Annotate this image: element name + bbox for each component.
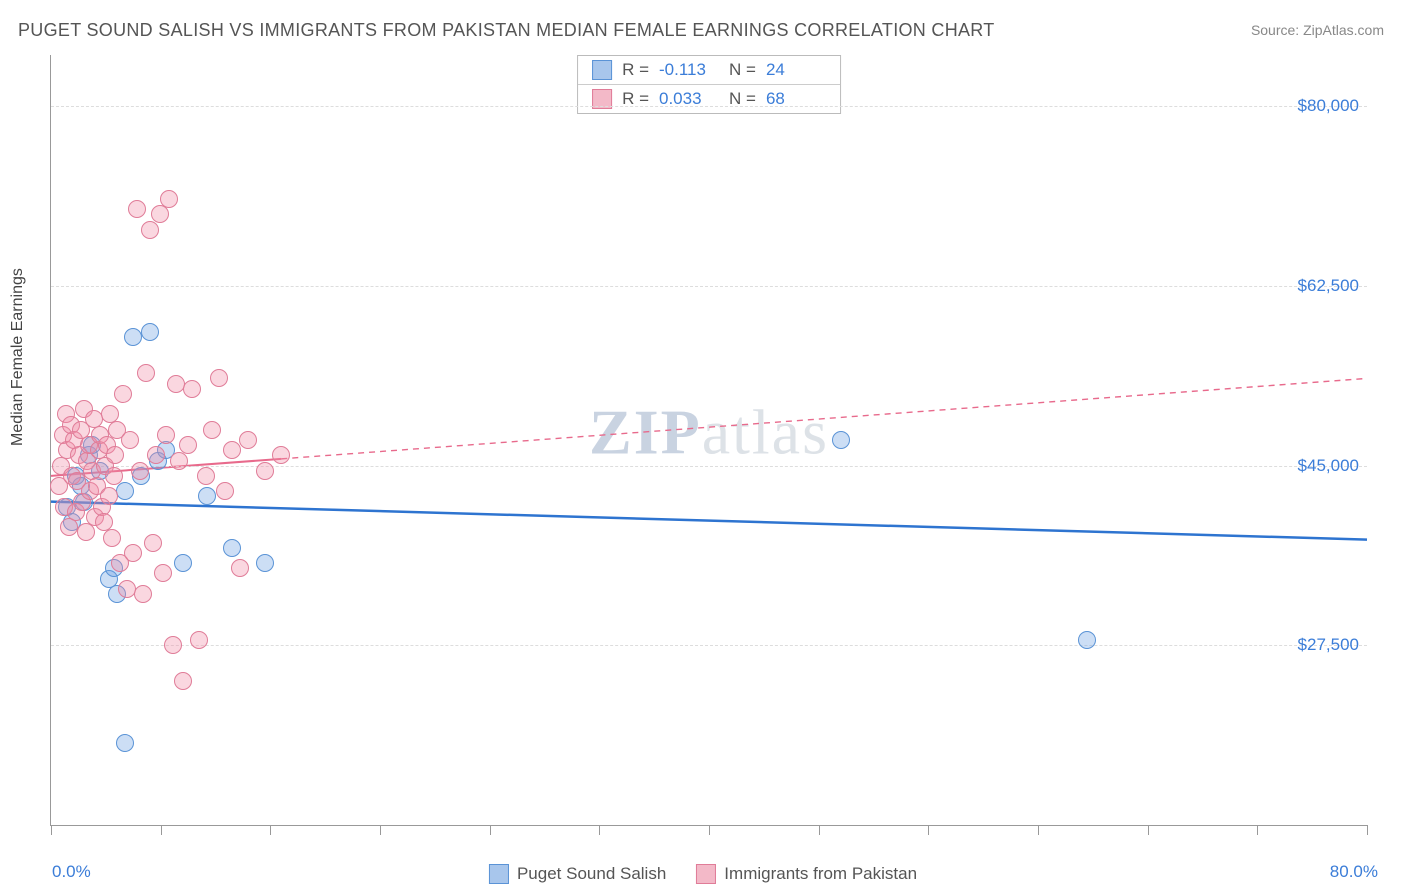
n-label: N = bbox=[729, 60, 756, 80]
scatter-point bbox=[116, 734, 134, 752]
x-tick bbox=[819, 825, 820, 835]
scatter-point bbox=[131, 462, 149, 480]
scatter-point bbox=[239, 431, 257, 449]
x-tick bbox=[1038, 825, 1039, 835]
x-tick bbox=[380, 825, 381, 835]
scatter-point bbox=[256, 462, 274, 480]
x-tick bbox=[1257, 825, 1258, 835]
r-value: -0.113 bbox=[659, 60, 709, 80]
x-tick bbox=[709, 825, 710, 835]
scatter-point bbox=[210, 369, 228, 387]
legend-item: Puget Sound Salish bbox=[489, 864, 666, 884]
scatter-point bbox=[231, 559, 249, 577]
scatter-point bbox=[106, 446, 124, 464]
scatter-point bbox=[179, 436, 197, 454]
series-legend: Puget Sound Salish Immigrants from Pakist… bbox=[489, 864, 917, 884]
scatter-point bbox=[174, 672, 192, 690]
legend-swatch bbox=[592, 60, 612, 80]
y-tick-label: $80,000 bbox=[1298, 96, 1369, 116]
legend-swatch bbox=[696, 864, 716, 884]
scatter-point bbox=[77, 523, 95, 541]
scatter-point bbox=[134, 585, 152, 603]
scatter-point bbox=[154, 564, 172, 582]
x-axis-min-label: 0.0% bbox=[52, 862, 91, 882]
stats-legend-row: R = -0.113 N = 24 bbox=[578, 56, 840, 85]
gridline bbox=[51, 106, 1367, 107]
x-tick bbox=[928, 825, 929, 835]
scatter-point bbox=[216, 482, 234, 500]
scatter-point bbox=[198, 487, 216, 505]
scatter-point bbox=[144, 534, 162, 552]
scatter-point bbox=[183, 380, 201, 398]
gridline bbox=[51, 645, 1367, 646]
scatter-point bbox=[1078, 631, 1096, 649]
stats-legend-row: R =0.033N =68 bbox=[578, 85, 840, 113]
x-axis-max-label: 80.0% bbox=[1330, 862, 1378, 882]
legend-label: Immigrants from Pakistan bbox=[724, 864, 917, 884]
legend-swatch bbox=[489, 864, 509, 884]
scatter-point bbox=[118, 580, 136, 598]
y-tick-label: $62,500 bbox=[1298, 276, 1369, 296]
scatter-point bbox=[190, 631, 208, 649]
gridline bbox=[51, 466, 1367, 467]
scatter-point bbox=[116, 482, 134, 500]
scatter-point bbox=[256, 554, 274, 572]
trend-line-solid bbox=[51, 502, 1367, 540]
scatter-point bbox=[174, 554, 192, 572]
n-value: 24 bbox=[766, 60, 816, 80]
x-tick bbox=[1148, 825, 1149, 835]
x-tick bbox=[1367, 825, 1368, 835]
scatter-point bbox=[137, 364, 155, 382]
scatter-point bbox=[124, 544, 142, 562]
x-tick bbox=[270, 825, 271, 835]
y-tick-label: $45,000 bbox=[1298, 456, 1369, 476]
chart-title: PUGET SOUND SALISH VS IMMIGRANTS FROM PA… bbox=[18, 20, 995, 41]
scatter-point bbox=[100, 487, 118, 505]
scatter-point bbox=[167, 375, 185, 393]
x-tick bbox=[161, 825, 162, 835]
y-tick-label: $27,500 bbox=[1298, 635, 1369, 655]
scatter-point bbox=[124, 328, 142, 346]
scatter-point bbox=[103, 529, 121, 547]
x-tick bbox=[490, 825, 491, 835]
legend-item: Immigrants from Pakistan bbox=[696, 864, 917, 884]
scatter-point bbox=[157, 426, 175, 444]
scatter-point bbox=[60, 518, 78, 536]
scatter-point bbox=[832, 431, 850, 449]
scatter-point bbox=[164, 636, 182, 654]
scatter-point bbox=[203, 421, 221, 439]
plot-area: ZIPatlas R =-0.113N =24R =0.033N =68 $27… bbox=[50, 55, 1367, 826]
scatter-point bbox=[160, 190, 178, 208]
scatter-point bbox=[128, 200, 146, 218]
gridline bbox=[51, 286, 1367, 287]
scatter-point bbox=[147, 446, 165, 464]
scatter-point bbox=[141, 221, 159, 239]
stats-legend: R = -0.113 N = 24 R =0.033N =68 bbox=[577, 55, 841, 114]
source-attribution: Source: ZipAtlas.com bbox=[1251, 22, 1384, 38]
scatter-point bbox=[223, 441, 241, 459]
x-tick bbox=[599, 825, 600, 835]
r-label: R = bbox=[622, 60, 649, 80]
scatter-point bbox=[272, 446, 290, 464]
scatter-point bbox=[121, 431, 139, 449]
y-axis-title: Median Female Earnings bbox=[9, 268, 27, 446]
trend-line-dashed bbox=[281, 378, 1367, 458]
scatter-point bbox=[223, 539, 241, 557]
scatter-point bbox=[105, 467, 123, 485]
scatter-point bbox=[197, 467, 215, 485]
scatter-point bbox=[151, 205, 169, 223]
legend-label: Puget Sound Salish bbox=[517, 864, 666, 884]
scatter-point bbox=[141, 323, 159, 341]
x-tick bbox=[51, 825, 52, 835]
scatter-point bbox=[114, 385, 132, 403]
scatter-point bbox=[170, 452, 188, 470]
